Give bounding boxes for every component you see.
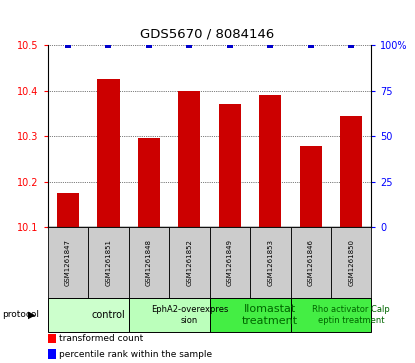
Text: GSM1261850: GSM1261850 [348, 239, 354, 286]
Point [308, 42, 314, 48]
Text: Ilomastat
treatment: Ilomastat treatment [242, 304, 298, 326]
Bar [48, 298, 129, 332]
Text: EphA2-overexpres
sion: EphA2-overexpres sion [151, 305, 228, 325]
Bar [178, 91, 200, 227]
Text: GSM1261851: GSM1261851 [105, 239, 111, 286]
Bar [250, 227, 290, 298]
Point [65, 42, 71, 48]
Bar [340, 116, 362, 227]
Bar [129, 227, 169, 298]
Bar [97, 79, 120, 227]
Bar [48, 334, 56, 343]
Bar [138, 138, 160, 227]
Text: GDS5670 / 8084146: GDS5670 / 8084146 [140, 28, 275, 41]
Text: control: control [92, 310, 125, 320]
Point [267, 42, 273, 48]
Point [227, 42, 233, 48]
Point [186, 42, 193, 48]
Bar [331, 227, 371, 298]
Text: ▶: ▶ [28, 310, 36, 320]
Bar [210, 298, 290, 332]
Point [105, 42, 112, 48]
Text: GSM1261847: GSM1261847 [65, 239, 71, 286]
Text: percentile rank within the sample: percentile rank within the sample [59, 350, 212, 359]
Bar [210, 227, 250, 298]
Text: GSM1261846: GSM1261846 [308, 239, 314, 286]
Text: Rho activator Calp
eptin treatment: Rho activator Calp eptin treatment [312, 305, 390, 325]
Bar [300, 146, 322, 227]
Bar [259, 95, 281, 227]
Bar [219, 105, 241, 227]
Bar [129, 298, 210, 332]
Text: transformed count: transformed count [59, 334, 143, 343]
Bar [290, 227, 331, 298]
Bar [88, 227, 129, 298]
Point [146, 42, 152, 48]
Bar [290, 298, 371, 332]
Bar [48, 350, 56, 359]
Text: GSM1261849: GSM1261849 [227, 239, 233, 286]
Text: GSM1261852: GSM1261852 [186, 239, 192, 286]
Point [348, 42, 354, 48]
Text: GSM1261853: GSM1261853 [267, 239, 273, 286]
Bar [57, 193, 79, 227]
Text: protocol: protocol [2, 310, 39, 319]
Bar [48, 227, 88, 298]
Bar [169, 227, 210, 298]
Text: GSM1261848: GSM1261848 [146, 239, 152, 286]
